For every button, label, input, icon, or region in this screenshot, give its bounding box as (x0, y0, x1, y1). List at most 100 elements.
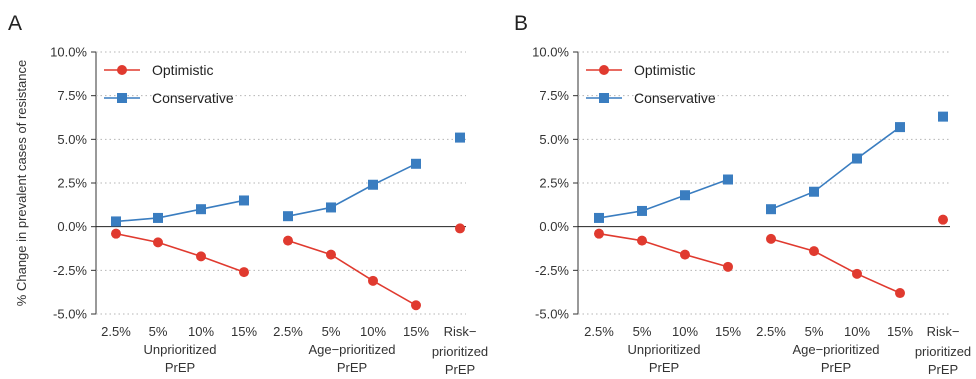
x-tick-label: 10% (360, 324, 386, 339)
legend-marker (117, 65, 127, 75)
y-tick-label: 5.0% (539, 132, 569, 147)
data-point-optimistic (680, 249, 690, 260)
x-tick-label: 15% (231, 324, 257, 339)
data-point-conservative (455, 132, 465, 143)
panel-label: A (8, 12, 22, 35)
data-point-optimistic (723, 261, 733, 272)
series-line-optimistic (598, 232, 729, 268)
data-point-optimistic (239, 267, 249, 278)
data-point-conservative (637, 205, 647, 216)
x-group-label: PrEP (445, 362, 475, 377)
data-point-conservative (111, 216, 121, 227)
data-point-optimistic (326, 249, 336, 260)
data-point-optimistic (153, 237, 163, 248)
panel-a: A 10.0% 7.5% 5.0% 2.5% 0.0% -2.5% -5.0% % Change… (8, 12, 488, 377)
x-tick-label: Risk− (927, 324, 960, 339)
series-line-optimistic (115, 232, 245, 273)
data-point-optimistic (368, 275, 378, 286)
x-group-label: Age−prioritized (308, 342, 395, 357)
y-tick-label: 10.0% (50, 45, 87, 60)
y-tick-label: 5.0% (57, 132, 87, 147)
legend-label: Conservative (634, 90, 716, 106)
x-tick-label: 2.5% (584, 324, 614, 339)
series-line-conservative (598, 178, 729, 219)
x-tick-label: 15% (403, 324, 429, 339)
data-point-optimistic (411, 300, 421, 311)
data-point-conservative (895, 122, 905, 133)
x-group-label: PrEP (165, 360, 195, 375)
data-point-conservative (766, 204, 776, 215)
series-line-optimistic (287, 239, 417, 306)
data-point-conservative (594, 212, 604, 223)
y-tick-label: 10.0% (532, 45, 569, 60)
x-group-label: PrEP (928, 362, 958, 377)
y-axis-title: % Change in prevalent cases of resistanc… (14, 60, 29, 306)
x-group-label: Unprioritized (144, 342, 217, 357)
data-point-conservative (196, 204, 206, 215)
x-tick-label: 5% (633, 324, 652, 339)
y-tick-label: 0.0% (539, 219, 569, 234)
data-point-conservative (326, 202, 336, 213)
data-point-optimistic (852, 268, 862, 279)
series-line-optimistic (770, 238, 901, 294)
data-point-conservative (938, 111, 948, 122)
y-tick-label: 7.5% (57, 88, 87, 103)
x-tick-label: 2.5% (273, 324, 303, 339)
x-group-label: Age−prioritized (792, 342, 879, 357)
legend-label: Conservative (152, 90, 234, 106)
x-tick-label: 5% (805, 324, 824, 339)
legend-label: Optimistic (634, 62, 695, 78)
x-tick-label: 15% (715, 324, 741, 339)
x-group-label: PrEP (337, 360, 367, 375)
y-tick-label: 0.0% (57, 219, 87, 234)
data-point-optimistic (283, 235, 293, 246)
data-point-conservative (852, 153, 862, 164)
x-tick-label: 2.5% (101, 324, 131, 339)
series-line-conservative (287, 163, 417, 217)
y-tick-label: 2.5% (57, 176, 87, 191)
x-group-label: prioritized (432, 344, 488, 359)
data-point-optimistic (196, 251, 206, 262)
x-tick-label: 10% (188, 324, 214, 339)
data-point-optimistic (809, 246, 819, 257)
y-tick-label: 7.5% (539, 88, 569, 103)
data-point-conservative (153, 212, 163, 223)
x-group-label: PrEP (649, 360, 679, 375)
data-point-optimistic (637, 235, 647, 246)
data-point-conservative (723, 174, 733, 185)
x-tick-label: 2.5% (756, 324, 786, 339)
data-point-optimistic (766, 233, 776, 244)
panel-label: B (514, 12, 528, 35)
data-point-conservative (680, 190, 690, 201)
x-group-label: Unprioritized (628, 342, 701, 357)
x-tick-label: 10% (672, 324, 698, 339)
x-tick-label: 5% (149, 324, 168, 339)
x-tick-label: 10% (844, 324, 870, 339)
data-point-optimistic (455, 223, 465, 234)
series-line-conservative (115, 199, 245, 223)
x-group-label: PrEP (821, 360, 851, 375)
data-point-optimistic (594, 228, 604, 239)
y-tick-label: -2.5% (535, 263, 569, 278)
x-tick-label: 5% (322, 324, 341, 339)
legend-marker (599, 93, 609, 103)
x-tick-label: Risk− (444, 324, 477, 339)
data-point-conservative (411, 158, 421, 169)
data-point-optimistic (938, 214, 948, 225)
y-tick-label: -5.0% (53, 307, 87, 322)
data-point-optimistic (895, 288, 905, 299)
x-tick-label: 15% (887, 324, 913, 339)
legend-marker (599, 65, 609, 75)
legend-label: Optimistic (152, 62, 213, 78)
y-tick-label: -2.5% (53, 263, 87, 278)
data-point-conservative (283, 211, 293, 222)
series-line-conservative (770, 126, 901, 210)
data-point-conservative (239, 195, 249, 206)
data-point-conservative (368, 179, 378, 190)
legend-marker (117, 93, 127, 103)
x-group-label: prioritized (915, 344, 971, 359)
panel-b: B 10.0% 7.5% 5.0% 2.5% 0.0% -2.5% -5.0% 2.5% 5% 10… (514, 12, 971, 377)
data-point-conservative (809, 186, 819, 197)
y-tick-label: -5.0% (535, 307, 569, 322)
